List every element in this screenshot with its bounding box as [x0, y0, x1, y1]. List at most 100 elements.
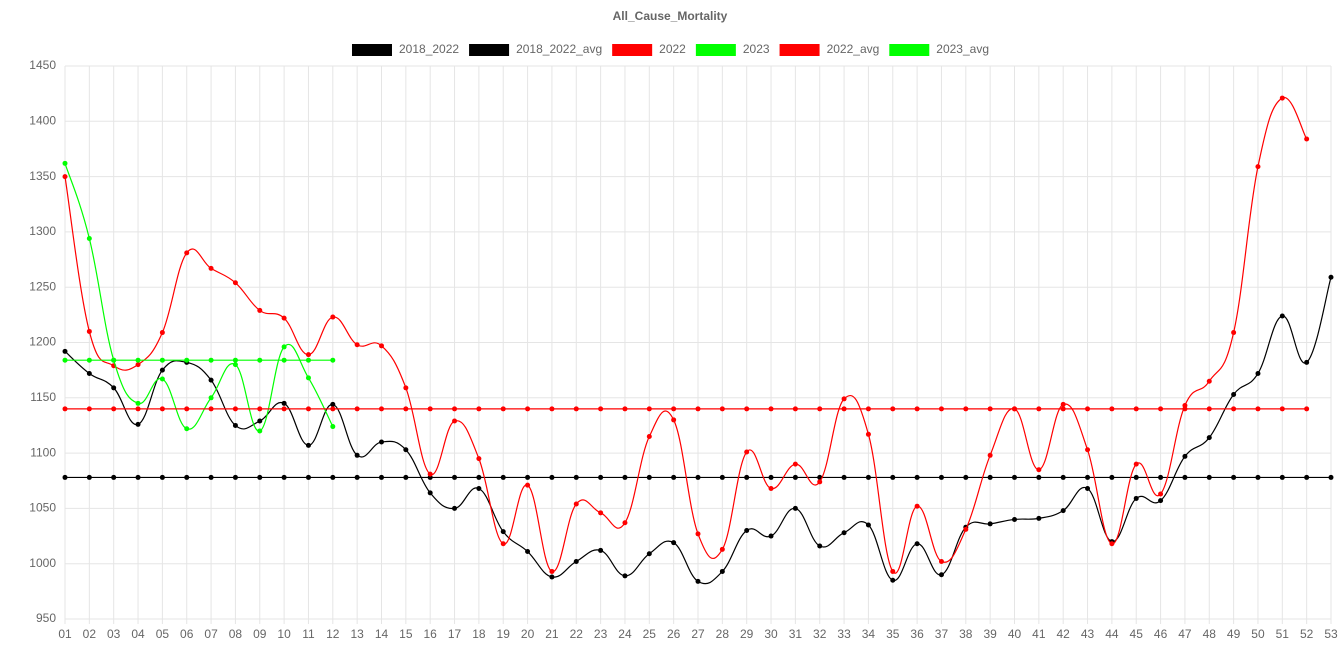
data-point	[452, 418, 458, 424]
data-point	[1255, 164, 1261, 170]
data-point	[768, 533, 774, 539]
x-tick-label: 49	[1227, 627, 1241, 641]
data-point	[792, 505, 798, 511]
data-point	[305, 406, 311, 412]
y-tick-label: 950	[36, 611, 56, 625]
data-point	[111, 474, 117, 480]
data-point	[232, 357, 238, 363]
data-point	[305, 375, 311, 381]
data-point	[281, 315, 287, 321]
data-point	[695, 406, 701, 412]
data-point	[549, 574, 555, 580]
data-point	[817, 479, 823, 485]
data-point	[719, 546, 725, 552]
data-point	[232, 406, 238, 412]
data-point	[427, 490, 433, 496]
data-point	[841, 396, 847, 402]
data-point	[135, 362, 141, 368]
legend-swatch	[695, 44, 736, 56]
data-point	[817, 406, 823, 412]
x-tick-label: 46	[1154, 627, 1168, 641]
data-point	[768, 485, 774, 491]
x-tick-label: 53	[1324, 627, 1338, 641]
x-tick-label: 03	[107, 627, 121, 641]
chart-title: All_Cause_Mortality	[613, 9, 728, 23]
data-point	[379, 474, 384, 480]
data-point	[1036, 515, 1042, 521]
data-point	[232, 474, 238, 480]
x-tick-label: 27	[691, 627, 705, 641]
data-point	[1133, 461, 1139, 467]
data-point	[330, 357, 336, 363]
data-point	[184, 250, 190, 256]
data-point	[379, 406, 384, 412]
x-tick-label: 37	[935, 627, 949, 641]
x-tick-label: 05	[156, 627, 170, 641]
data-point	[452, 474, 458, 480]
data-point	[1060, 508, 1066, 514]
legend-label: 2023	[743, 42, 770, 56]
data-point	[403, 447, 409, 453]
data-point	[1036, 474, 1042, 480]
data-point	[1206, 474, 1212, 480]
data-point	[500, 406, 506, 412]
data-point	[744, 406, 750, 412]
data-point	[159, 406, 165, 412]
data-point	[184, 406, 190, 412]
data-point	[86, 328, 92, 334]
data-point	[403, 385, 409, 391]
data-point	[379, 439, 384, 445]
data-point	[1085, 474, 1091, 480]
x-tick-label: 14	[375, 627, 389, 641]
data-point	[1279, 95, 1285, 101]
data-point	[914, 474, 920, 480]
y-tick-label: 1350	[29, 169, 56, 183]
y-tick-label: 1000	[29, 556, 56, 570]
y-tick-label: 1150	[30, 390, 56, 404]
data-point	[719, 568, 725, 574]
data-point	[1328, 474, 1334, 480]
data-point	[330, 406, 336, 412]
legend-label: 2023_avg	[936, 42, 989, 56]
data-point	[598, 406, 604, 412]
data-point	[159, 330, 165, 336]
data-point	[1231, 474, 1237, 480]
data-point	[914, 503, 920, 509]
x-tick-label: 51	[1276, 627, 1290, 641]
x-tick-label: 06	[180, 627, 194, 641]
data-point	[1206, 406, 1212, 412]
legend-swatch	[351, 44, 392, 56]
series-line	[64, 97, 1308, 574]
data-point	[281, 357, 287, 363]
data-point	[817, 543, 823, 549]
data-point	[232, 422, 238, 428]
data-point	[354, 452, 360, 458]
data-point	[257, 406, 263, 412]
legend-swatch	[889, 44, 930, 56]
x-tick-label: 47	[1178, 627, 1192, 641]
data-point	[184, 357, 190, 363]
data-point	[403, 406, 409, 412]
data-point	[695, 578, 701, 584]
data-point	[695, 474, 701, 480]
data-point	[184, 474, 190, 480]
data-point	[938, 474, 944, 480]
data-point	[963, 526, 969, 532]
x-tick-label: 10	[277, 627, 291, 641]
x-tick-label: 48	[1203, 627, 1217, 641]
data-point	[646, 551, 652, 557]
y-tick-label: 1450	[29, 58, 56, 72]
data-point	[1328, 274, 1334, 280]
x-tick-label: 04	[131, 627, 145, 641]
data-point	[305, 442, 311, 448]
data-point	[305, 357, 311, 363]
data-point	[305, 352, 311, 358]
data-point	[208, 265, 214, 271]
data-point	[159, 367, 165, 373]
data-point	[841, 530, 847, 536]
legend-label: 2018_2022	[399, 42, 459, 56]
data-point	[281, 344, 287, 350]
data-point	[111, 357, 117, 363]
data-point	[500, 474, 506, 480]
